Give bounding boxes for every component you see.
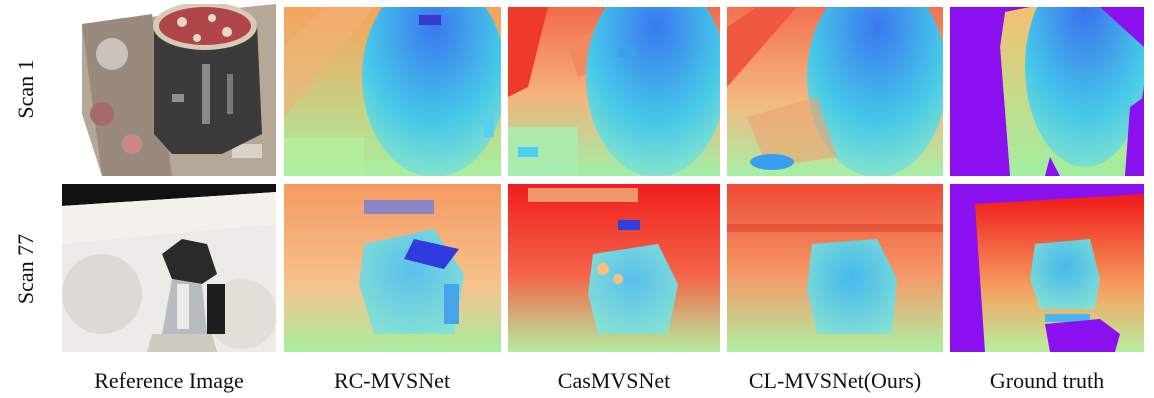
row-label-scan-1: Scan 1 bbox=[13, 59, 38, 119]
reference-image-scan-77 bbox=[62, 184, 276, 352]
column-label-cl-mvsnet: CL-MVSNet(Ours) bbox=[748, 368, 922, 393]
row-label-scan-77: Scan 77 bbox=[13, 233, 38, 305]
depth-map-cl-mvsnet-scan-77 bbox=[727, 184, 943, 352]
depth-map-rc-mvsnet-scan-77 bbox=[284, 184, 501, 352]
depth-map-casmvsnet-scan-1 bbox=[508, 7, 720, 176]
depth-map-rc-mvsnet-scan-1 bbox=[284, 7, 501, 176]
column-label-casmvsnet: CasMVSNet bbox=[557, 368, 671, 393]
column-label-rc-mvsnet: RC-MVSNet bbox=[333, 368, 451, 393]
depth-map-cl-mvsnet-scan-1 bbox=[727, 7, 943, 176]
column-label-reference-image: Reference Image bbox=[94, 368, 244, 393]
depth-map-casmvsnet-scan-77 bbox=[508, 184, 720, 352]
reference-image-scan-1 bbox=[62, 4, 276, 176]
depth-map-ground-truth-scan-77 bbox=[950, 184, 1144, 352]
column-label-ground-truth: Ground truth bbox=[989, 368, 1105, 393]
depth-map-ground-truth-scan-1 bbox=[950, 7, 1144, 176]
